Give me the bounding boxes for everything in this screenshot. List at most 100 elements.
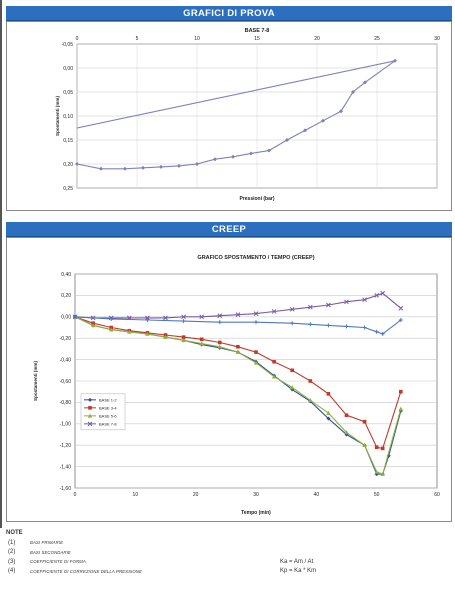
page-left-rule <box>0 0 2 528</box>
y-tick-label: -0,60 <box>60 379 72 385</box>
notes-list: (1) BASI PRIMARIE (2) BASI SECONDARIE (3) COE… <box>6 538 446 576</box>
data-point <box>159 164 163 169</box>
chart-title: BASE 7-8 <box>245 28 270 34</box>
data-point <box>181 314 186 320</box>
data-point <box>271 374 277 379</box>
note-text: BASI SECONDARIE <box>30 549 71 555</box>
series-line <box>74 316 402 475</box>
note-row: (3) COEFFICIENTE DI FORMA Ka = Am / At <box>6 557 446 567</box>
series-line-1 <box>76 60 396 129</box>
legend-marker <box>88 406 92 410</box>
data-point <box>374 469 379 474</box>
data-point <box>290 368 294 373</box>
x-tick-label: 10 <box>194 36 200 42</box>
note-text: COEFFICIENTE DI FORMA <box>30 559 86 565</box>
x-tick-label: 5 <box>136 36 139 42</box>
data-point <box>374 293 380 298</box>
series-line-4 <box>73 314 403 336</box>
data-point <box>362 443 367 447</box>
y-axis-label: Spostamenti (mm) <box>55 95 60 136</box>
series-line <box>76 60 396 129</box>
data-point <box>163 334 168 339</box>
note-row: (4) COEFFICIENTE DI CORREZIONE DELLA PRES… <box>6 567 446 577</box>
data-point <box>123 166 127 171</box>
x-tick-label: 0 <box>74 492 77 498</box>
data-point <box>195 162 199 166</box>
data-point <box>380 290 386 296</box>
data-point <box>399 389 403 394</box>
data-point <box>344 299 349 305</box>
series-line <box>74 292 402 319</box>
data-point <box>321 118 325 123</box>
y-tick-label: -1,00 <box>60 422 72 428</box>
data-point <box>145 318 150 323</box>
data-point <box>326 410 331 415</box>
y-tick-label: 0,10 <box>63 114 73 120</box>
note-text: BASI PRIMARIE <box>30 540 64 546</box>
data-point <box>145 331 150 336</box>
note-number: (4) <box>8 568 16 575</box>
data-point <box>199 337 204 342</box>
note-formula: Kp = Ka * Km <box>280 568 317 575</box>
data-point <box>290 385 295 390</box>
data-point <box>289 306 295 312</box>
data-point <box>217 320 222 325</box>
data-point <box>217 344 222 349</box>
data-point <box>308 398 313 403</box>
data-point <box>181 335 186 339</box>
data-point <box>362 419 367 424</box>
data-point <box>308 379 313 383</box>
y-tick-label: 0,20 <box>61 293 71 299</box>
data-point <box>73 314 77 319</box>
data-point <box>307 304 313 310</box>
data-point <box>285 138 289 142</box>
note-row: (1) BASI PRIMARIE <box>6 538 446 548</box>
data-point <box>235 349 241 354</box>
x-axis-label: Pressioni (bar) <box>239 196 274 202</box>
x-tick-label: 20 <box>314 36 320 42</box>
y-tick-label: 0,00 <box>61 315 71 321</box>
series-line <box>74 316 402 335</box>
data-point <box>235 312 241 318</box>
legend-entry: BASE 5-6 <box>99 413 117 418</box>
data-point <box>271 309 277 314</box>
data-point <box>145 315 150 321</box>
data-point <box>308 322 313 327</box>
data-point <box>398 305 404 311</box>
legend-entry: BASE 7-8 <box>99 421 117 426</box>
legend-marker <box>87 413 93 418</box>
data-point <box>199 341 204 346</box>
data-point <box>380 331 385 336</box>
series-line <box>74 316 402 450</box>
series-line <box>76 60 396 170</box>
y-tick-label: 0,25 <box>63 186 73 192</box>
y-tick-label: -0,05 <box>62 42 74 48</box>
data-point <box>181 319 186 324</box>
notes-section: NOTE (1) BASI PRIMARIE (2) BASI SECONDARIE(… <box>6 530 446 576</box>
data-point <box>326 323 331 328</box>
data-point <box>362 297 367 303</box>
legend-entry: BASE 1-2 <box>99 397 117 402</box>
data-point <box>344 413 349 418</box>
note-formula: Ka = Am / At <box>280 558 314 565</box>
data-point <box>127 329 132 334</box>
y-tick-label: -0,20 <box>60 336 72 342</box>
data-point <box>236 344 240 349</box>
data-point <box>99 166 103 171</box>
data-point <box>90 323 96 328</box>
chart-panel-creep: GRAFICO SPOSTAMENTO / TEMPO (CREEP) 0,40 0… <box>6 237 452 522</box>
legend-entry: BASE 3-4 <box>99 405 117 410</box>
data-point <box>254 350 258 354</box>
y-tick-label: -0,40 <box>60 357 72 363</box>
notes-title: NOTE <box>6 530 23 536</box>
data-point <box>253 360 259 365</box>
data-point <box>339 109 343 114</box>
data-point <box>290 321 295 326</box>
chart-panel-base-7-8: BASE 7-8 -0,05 0,00 0,05 0,10 0,15 0,20 0,25 0 5 1… <box>6 21 452 211</box>
data-point <box>362 325 367 330</box>
x-tick-label: 40 <box>314 492 320 498</box>
legend-marker <box>88 397 92 402</box>
data-point <box>351 90 355 94</box>
data-point <box>109 316 114 321</box>
data-point <box>218 340 222 345</box>
